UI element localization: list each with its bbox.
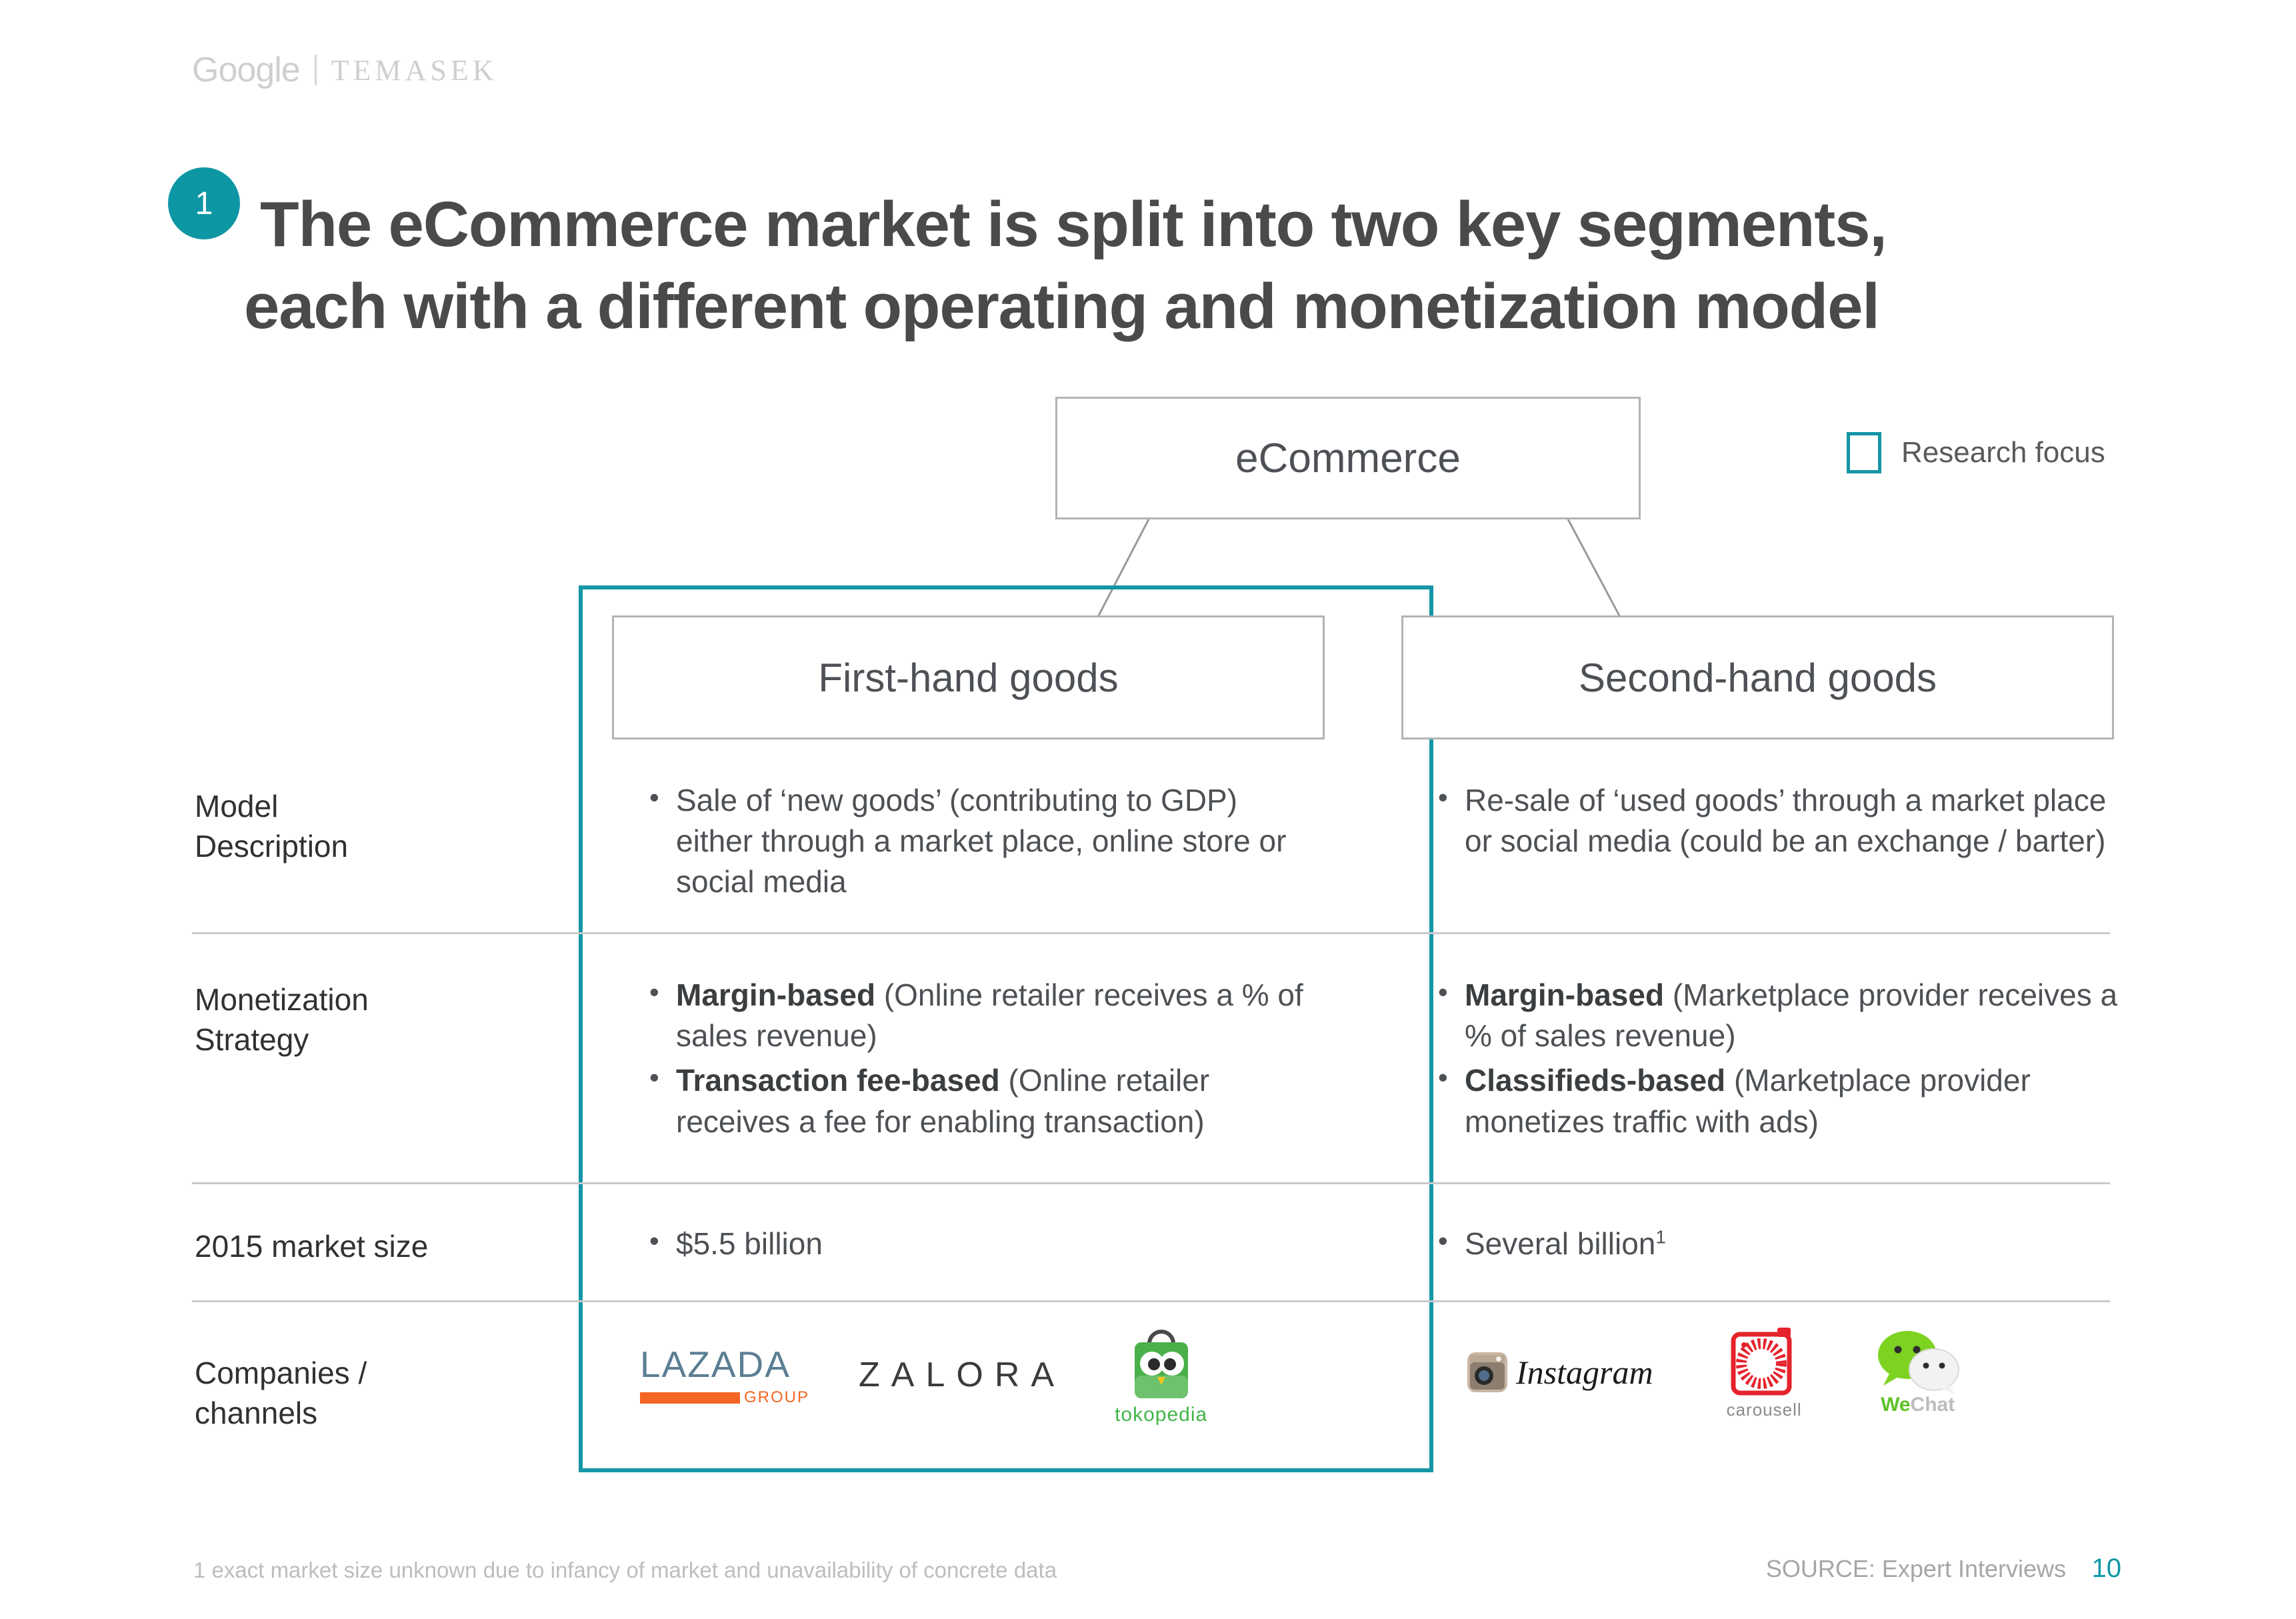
cell-market-size-first-hand: $5.5 billion — [640, 1222, 1313, 1268]
slide-number-badge: 1 — [168, 167, 240, 239]
lazada-logo: LAZADA GROUP — [640, 1343, 809, 1407]
tokopedia-owl-bag-icon — [1134, 1330, 1188, 1398]
row-label-monetization-strategy: Monetization Strategy — [195, 982, 369, 1057]
lazada-orange-bar-icon — [640, 1392, 740, 1404]
wechat-bubbles-icon — [1877, 1330, 1959, 1395]
logo-row-first-hand: LAZADA GROUP ZALORA tokopedia — [640, 1324, 1207, 1426]
carousell-logo: carousell — [1727, 1324, 1802, 1420]
list-item: Sale of ‘new goods’ (contributing to GDP… — [640, 779, 1313, 903]
lazada-sub: GROUP — [640, 1388, 809, 1407]
lazada-wordmark: LAZADA — [640, 1344, 791, 1385]
wechat-logo: WeChat — [1875, 1328, 1961, 1416]
carousell-wordmark: carousell — [1726, 1400, 1802, 1420]
page-title: The eCommerce market is split into two k… — [244, 184, 2193, 348]
source-text: SOURCE: Expert Interviews — [1765, 1555, 2066, 1582]
brand-lockup: Google TEMASEK — [192, 50, 497, 90]
segment-header-first-hand-label: First-hand goods — [818, 655, 1119, 700]
list-item: Margin-based (Marketplace provider recei… — [1429, 974, 2122, 1056]
lazada-group-label: GROUP — [744, 1388, 810, 1406]
instagram-logo: Instagram — [1467, 1352, 1653, 1393]
cell-model-description-first-hand: Sale of ‘new goods’ (contributing to GDP… — [640, 779, 1313, 907]
carousell-camera-icon — [1731, 1328, 1792, 1396]
diagram-node-ecommerce-label: eCommerce — [1235, 435, 1461, 481]
cell-monetization-first-hand: Margin-based (Online retailer receives a… — [640, 974, 1313, 1146]
page-number: 10 — [2091, 1554, 2122, 1583]
temasek-wordmark: TEMASEK — [331, 53, 498, 87]
cell-model-description-second-hand: Re-sale of ‘used goods’ through a market… — [1429, 779, 2122, 866]
legend-swatch-icon — [1847, 432, 1881, 473]
list-item: Margin-based (Online retailer receives a… — [640, 974, 1313, 1056]
page-title-line1: The eCommerce market is split into two k… — [260, 189, 1887, 261]
brand-divider — [314, 55, 317, 85]
list-item: Re-sale of ‘used goods’ through a market… — [1429, 779, 2122, 862]
instagram-camera-icon — [1467, 1352, 1507, 1392]
footnote-marker: 1 — [1655, 1226, 1666, 1248]
list-item: Several billion1 — [1429, 1222, 2122, 1264]
diagram-node-ecommerce: eCommerce — [1055, 397, 1641, 519]
segment-header-second-hand: Second-hand goods — [1401, 615, 2114, 739]
legend-label: Research focus — [1901, 436, 2105, 469]
logo-row-second-hand: Instagram carousell WeChat — [1467, 1324, 1961, 1420]
tokopedia-logo: tokopedia — [1115, 1324, 1207, 1426]
row-divider — [192, 1300, 2110, 1302]
row-label-market-size: 2015 market size — [195, 1229, 429, 1264]
list-item: Transaction fee-based (Online retailer r… — [640, 1059, 1313, 1142]
wechat-wordmark: WeChat — [1881, 1393, 1955, 1416]
list-item: Classifieds-based (Marketplace provider … — [1429, 1059, 2122, 1142]
segment-header-second-hand-label: Second-hand goods — [1578, 655, 1937, 700]
page-title-line2: each with a different operating and mone… — [244, 271, 1880, 343]
zalora-logo: ZALORA — [859, 1356, 1066, 1394]
cell-monetization-second-hand: Margin-based (Marketplace provider recei… — [1429, 974, 2122, 1146]
instagram-wordmark: Instagram — [1516, 1353, 1653, 1391]
research-focus-legend: Research focus — [1847, 432, 2105, 473]
footnote-text: 1 exact market size unknown due to infan… — [193, 1558, 1057, 1582]
row-label-companies-channels: Companies / channels — [195, 1356, 367, 1430]
cell-market-size-second-hand: Several billion1 — [1429, 1222, 2122, 1268]
tokopedia-wordmark: tokopedia — [1115, 1404, 1208, 1426]
row-divider — [192, 1182, 2110, 1184]
segment-header-first-hand: First-hand goods — [612, 615, 1325, 739]
list-item: $5.5 billion — [640, 1222, 1313, 1264]
row-divider — [192, 932, 2110, 934]
google-wordmark: Google — [192, 51, 301, 89]
row-label-model-description: Model Description — [195, 789, 349, 864]
